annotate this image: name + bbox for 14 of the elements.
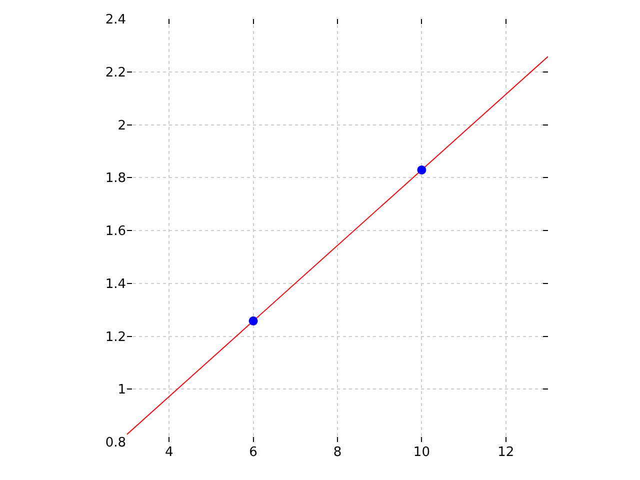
x-tick-label: 8 (333, 445, 342, 460)
y-tick-label: 1.4 (105, 276, 126, 292)
y-tick-label: 0.8 (105, 436, 126, 451)
y-tick-label: 1.2 (105, 330, 126, 345)
y-tick-label: 2.4 (105, 12, 126, 28)
y-tick-label: 1.8 (105, 171, 126, 186)
x-tick-label: 6 (249, 445, 258, 460)
y-tick-label: 2.2 (105, 65, 126, 80)
x-tick-label: 4 (164, 445, 174, 460)
x-tick-label: 12 (498, 445, 514, 460)
y-tick-label: 2 (118, 118, 126, 134)
y-tick-label: 1.6 (105, 224, 126, 240)
y-tick-label: 1 (118, 382, 126, 398)
x-tick-label: 10 (413, 445, 430, 460)
